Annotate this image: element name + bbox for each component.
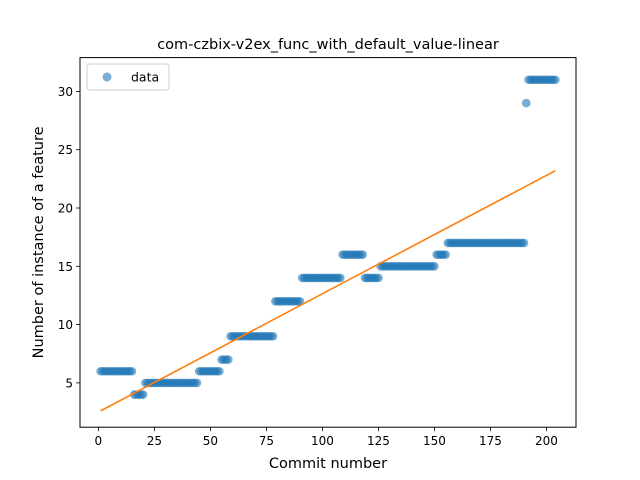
legend: data: [86, 63, 170, 91]
data-point: [268, 331, 278, 341]
trend-line: [100, 169, 556, 412]
data-point: [336, 273, 345, 283]
x-tick-label: 0: [95, 434, 103, 448]
data-point: [430, 262, 439, 271]
x-axis: 0 25 50 75 100 125 150 175 200: [95, 427, 558, 448]
x-axis-label: Commit number: [269, 456, 387, 472]
plot-area: [96, 75, 560, 412]
x-tick-label: 25: [147, 434, 162, 448]
x-tick-label: 75: [259, 434, 274, 448]
y-tick-label: 25: [58, 143, 73, 157]
x-tick-label: 200: [535, 434, 558, 448]
x-tick-label: 175: [479, 434, 502, 448]
data-point: [519, 238, 529, 248]
data-point: [295, 296, 305, 306]
x-tick-label: 100: [311, 434, 334, 448]
axes-frame: [79, 57, 577, 428]
data-point: [138, 390, 148, 399]
y-tick-label: 10: [58, 318, 73, 332]
y-axis-label: Number of instance of a feature: [31, 126, 47, 358]
data-point: [192, 378, 202, 388]
y-tick-label: 20: [58, 202, 73, 216]
data-point: [521, 98, 531, 108]
data-point: [374, 273, 383, 283]
data-point: [441, 250, 450, 259]
x-tick-label: 50: [203, 434, 218, 448]
data-point: [358, 250, 368, 259]
y-tick-label: 5: [65, 376, 73, 390]
legend-marker: [102, 72, 112, 82]
y-tick-label: 15: [58, 260, 73, 274]
data-point: [215, 366, 224, 376]
legend-box: [86, 63, 170, 91]
chart-title: com-czbix-v2ex_func_with_default_value-l…: [157, 37, 499, 53]
y-tick-label: 30: [58, 85, 73, 99]
data-point: [224, 355, 233, 364]
legend-label: data: [131, 70, 159, 85]
x-tick-label: 125: [367, 434, 390, 448]
x-tick-label: 150: [423, 434, 446, 448]
data-point: [127, 366, 137, 376]
data-point: [551, 75, 560, 85]
y-axis: 5 10 15 20 25 30: [58, 85, 80, 390]
